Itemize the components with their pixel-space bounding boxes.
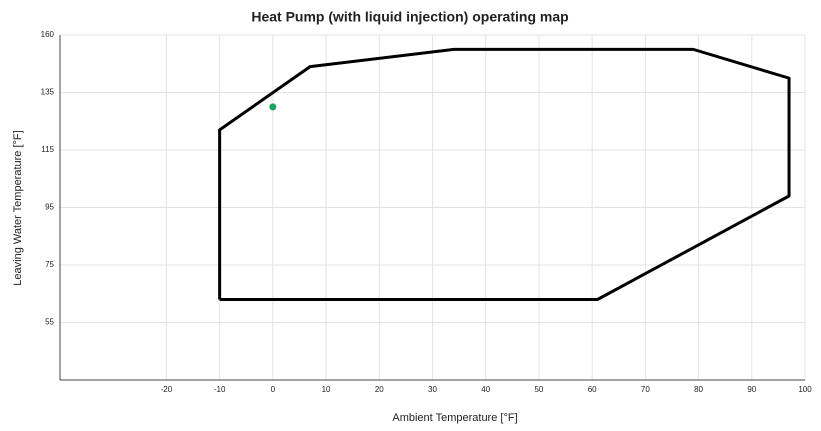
y-tick-label: 135 [41,88,55,97]
chart-title: Heat Pump (with liquid injection) operat… [251,9,568,25]
operating-point [269,103,277,111]
y-axis-label: Leaving Water Temperature [°F] [12,130,24,285]
y-tick-label: 115 [41,145,54,154]
y-tick-label: 95 [45,203,54,212]
x-tick-label: -20 [161,385,173,394]
x-tick-label: 20 [375,385,384,394]
x-tick-label: 60 [588,385,597,394]
x-axis-label: Ambient Temperature [°F] [392,412,517,424]
y-tick-label: 160 [41,30,55,39]
x-tick-label: 70 [641,385,650,394]
x-tick-label: 90 [747,385,756,394]
x-tick-label: 30 [428,385,437,394]
x-tick-label: 0 [271,385,276,394]
operating-envelope [218,47,791,301]
x-tick-label: -10 [214,385,226,394]
x-tick-label: 40 [481,385,490,394]
x-tick-label: 80 [694,385,703,394]
x-tick-label: 100 [798,385,812,394]
x-tick-label: 10 [322,385,331,394]
y-tick-label: 55 [45,318,54,327]
x-tick-label: 50 [534,385,543,394]
y-tick-label: 75 [45,260,54,269]
